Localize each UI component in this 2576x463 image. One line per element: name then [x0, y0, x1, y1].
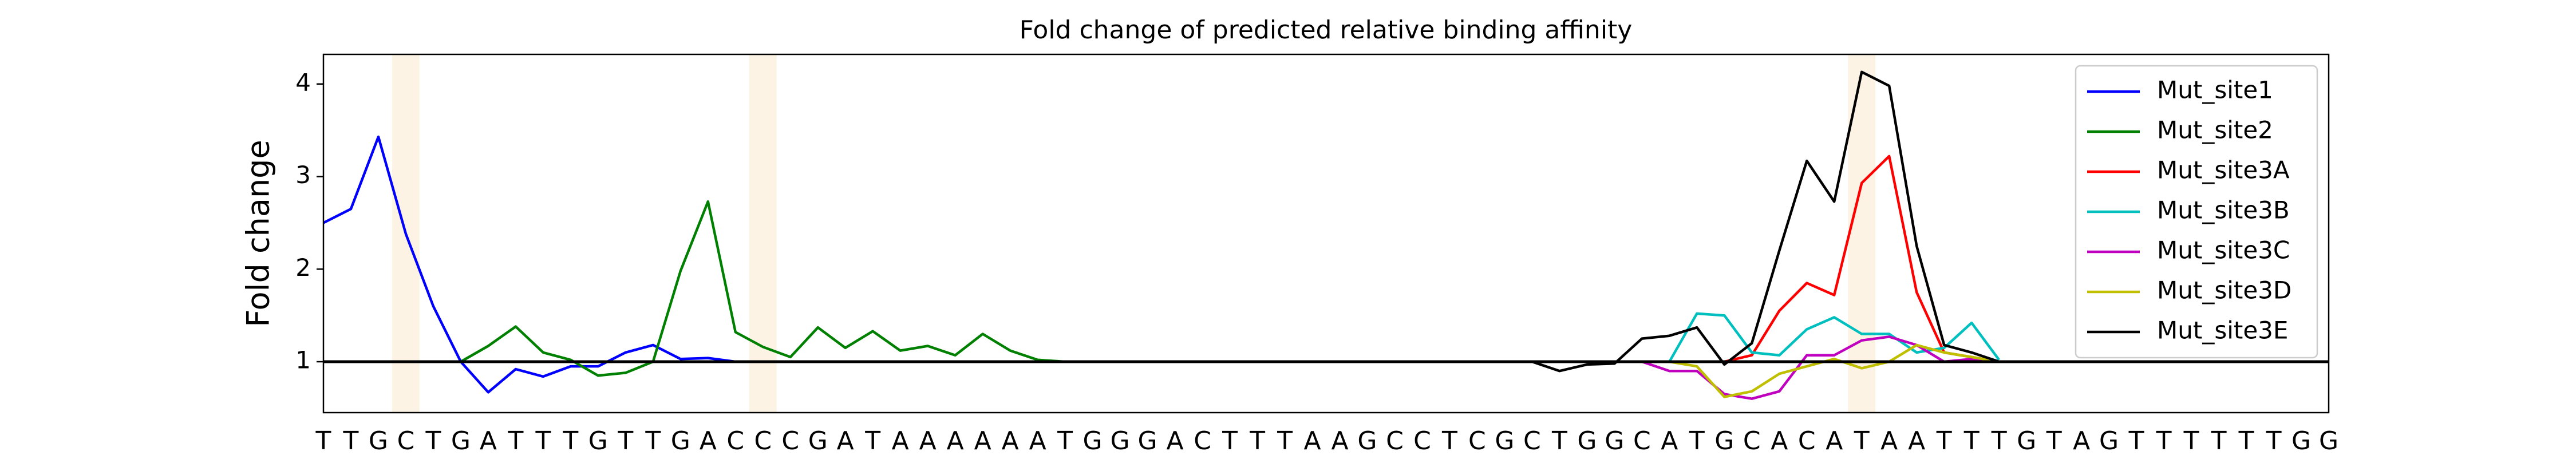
- x-tick-label: A: [947, 426, 964, 456]
- x-tick-label: T: [2046, 426, 2062, 456]
- x-tick-label: G: [451, 426, 471, 456]
- x-tick-label: T: [1854, 426, 1870, 456]
- x-tick-label: T: [2266, 426, 2282, 456]
- series-line: [1531, 70, 2000, 373]
- legend-box: [2075, 65, 2318, 359]
- x-tick-label: G: [1357, 426, 1377, 456]
- series-line: [1532, 155, 2000, 363]
- x-tick-label: C: [1633, 426, 1651, 456]
- x-tick-label: T: [2238, 426, 2254, 456]
- x-tick-label: T: [1222, 426, 1238, 456]
- x-tick-label: G: [2017, 426, 2036, 456]
- legend-label: Mut_site3B: [2157, 196, 2290, 224]
- x-tick-label: C: [726, 426, 744, 456]
- x-tick-label: A: [1880, 426, 1898, 456]
- x-tick-label: A: [1661, 426, 1678, 456]
- legend-label: Mut_site1: [2157, 76, 2273, 104]
- x-tick-label: G: [1577, 426, 1597, 456]
- x-tick-label: C: [781, 426, 799, 456]
- x-tick-label: T: [1277, 426, 1293, 456]
- x-tick-label: T: [1963, 426, 1980, 456]
- x-tick-label: T: [315, 426, 331, 456]
- legend-label: Mut_site3D: [2157, 276, 2291, 304]
- x-tick-label: C: [1743, 426, 1761, 456]
- x-tick-label: C: [1523, 426, 1541, 456]
- x-tick-label: T: [425, 426, 441, 456]
- x-tick-label: T: [2211, 426, 2227, 456]
- x-tick-label: C: [1798, 426, 1816, 456]
- x-tick-label: T: [507, 426, 523, 456]
- plot-frame: [322, 53, 2330, 414]
- x-tick-label: T: [1249, 426, 1265, 456]
- chart-title: Fold change of predicted relative bindin…: [1020, 15, 1633, 45]
- legend-label: Mut_site3A: [2157, 156, 2290, 184]
- highlight-band: [749, 54, 777, 413]
- x-tick-label: T: [1991, 426, 2007, 456]
- x-tick-label: C: [1386, 426, 1404, 456]
- x-tick-label: A: [837, 426, 854, 456]
- x-tick-label: T: [562, 426, 578, 456]
- x-tick-label: A: [1002, 426, 1019, 456]
- x-tick-label: G: [2099, 426, 2119, 456]
- x-tick-label: G: [1083, 426, 1103, 456]
- y-tick-label: 4: [295, 68, 311, 96]
- x-tick-label: T: [1689, 426, 1705, 456]
- x-tick-label: A: [1029, 426, 1046, 456]
- y-axis-label: Fold change: [240, 140, 276, 327]
- x-tick-label: G: [1138, 426, 1157, 456]
- x-tick-label: T: [864, 426, 880, 456]
- x-tick-label: G: [1605, 426, 1624, 456]
- legend: Mut_site1 Mut_site2 Mut_site3A Mut_site3B Mu…: [2075, 65, 2318, 359]
- x-tick-label: T: [2128, 426, 2144, 456]
- x-tick-label: A: [1826, 426, 1843, 456]
- x-tick-label: T: [617, 426, 633, 456]
- x-tick-label: G: [2291, 426, 2311, 456]
- x-tick-label: T: [2183, 426, 2199, 456]
- x-tick-label: C: [754, 426, 772, 456]
- x-tick-label: T: [535, 426, 551, 456]
- x-tick-label: T: [343, 426, 359, 456]
- highlight-band: [1848, 54, 1876, 413]
- x-tick-label: G: [369, 426, 388, 456]
- y-tick-label: 1: [295, 346, 311, 374]
- x-tick-label: G: [1111, 426, 1130, 456]
- x-tick-label: A: [919, 426, 937, 456]
- y-tick-label: 2: [295, 254, 311, 282]
- x-tick-label: T: [1936, 426, 1952, 456]
- x-tick-label: C: [1468, 426, 1486, 456]
- x-tick-label: G: [808, 426, 828, 456]
- x-tick-label: C: [397, 426, 415, 456]
- x-tick-label: A: [892, 426, 909, 456]
- series-line: [1532, 335, 2000, 400]
- x-tick-label: A: [1331, 426, 1348, 456]
- series-line: [460, 200, 1065, 377]
- x-tick-label: T: [2156, 426, 2172, 456]
- x-tick-label: A: [480, 426, 497, 456]
- x-tick-label: G: [2319, 426, 2338, 456]
- x-tick-label: A: [2073, 426, 2090, 456]
- series-line: [322, 135, 736, 394]
- x-tick-label: T: [1551, 426, 1567, 456]
- x-tick-label: G: [1495, 426, 1514, 456]
- x-tick-label: G: [588, 426, 608, 456]
- legend-label: Mut_site3E: [2157, 316, 2288, 345]
- x-tick-label: A: [1167, 426, 1184, 456]
- x-tick-label: A: [1303, 426, 1321, 456]
- x-tick-label: C: [1194, 426, 1211, 456]
- x-tick-label: A: [1771, 426, 1788, 456]
- x-tick-label: A: [1908, 426, 1925, 456]
- x-tick-label: T: [645, 426, 661, 456]
- legend-label: Mut_site2: [2157, 116, 2273, 144]
- x-tick-label: C: [1413, 426, 1431, 456]
- x-tick-label: T: [1057, 426, 1073, 456]
- legend-label: Mut_site3C: [2157, 236, 2290, 264]
- y-tick-label: 3: [295, 161, 311, 189]
- x-tick-label: G: [1714, 426, 1734, 456]
- x-tick-label: A: [974, 426, 991, 456]
- x-tick-label: G: [671, 426, 690, 456]
- x-tick-label: A: [700, 426, 717, 456]
- x-tick-label: T: [1441, 426, 1457, 456]
